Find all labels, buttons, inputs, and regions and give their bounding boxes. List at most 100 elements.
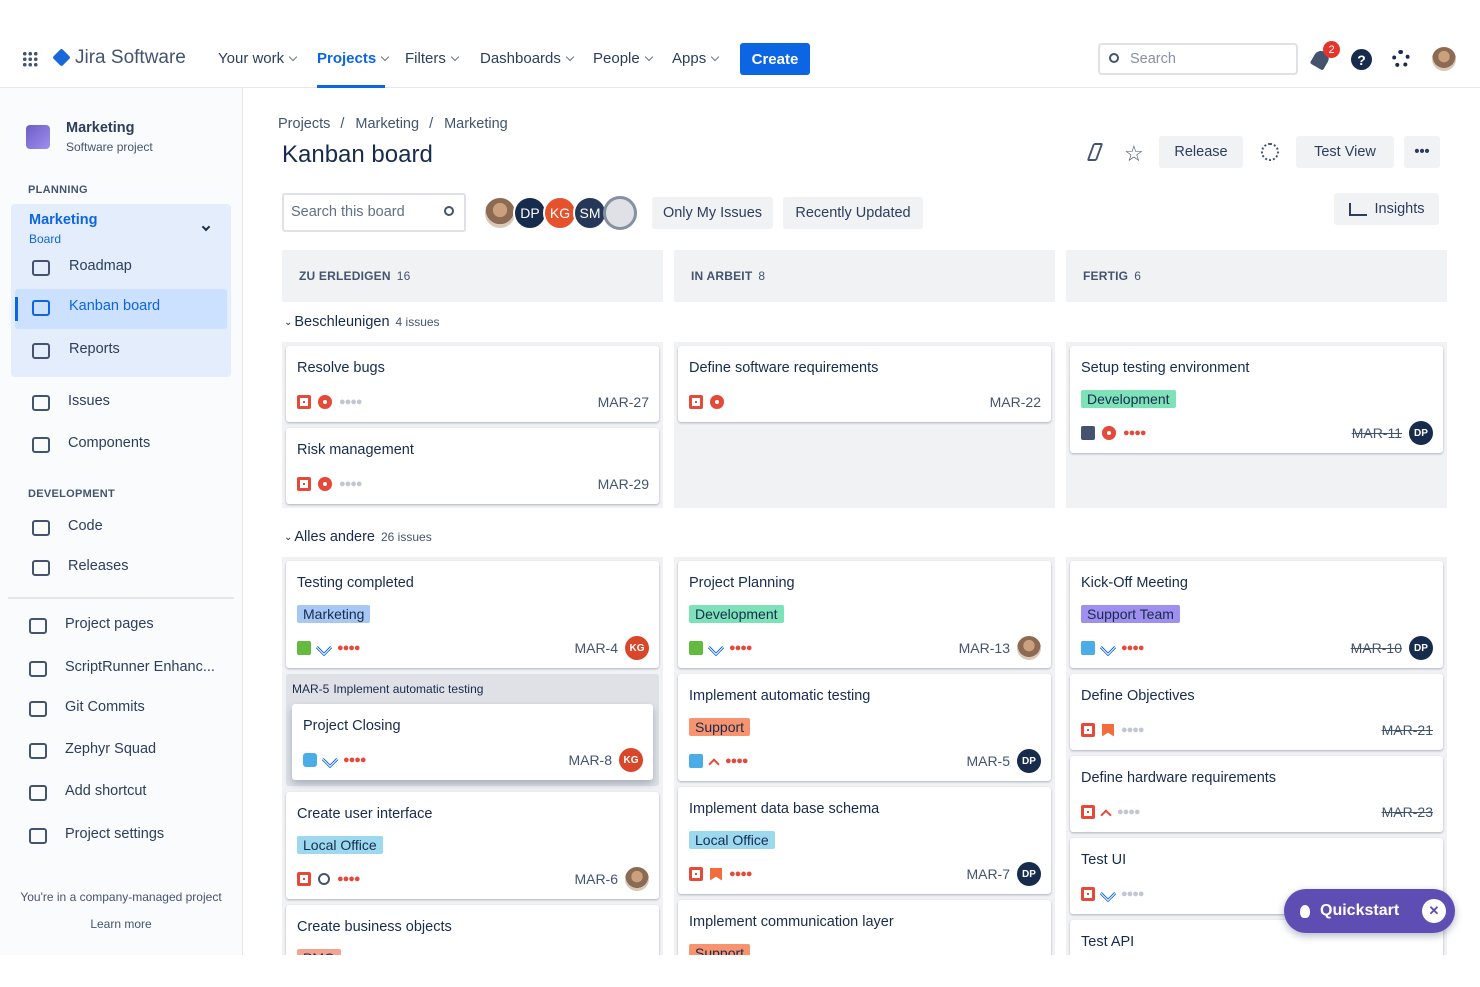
issue-label: Support Team xyxy=(1081,605,1180,623)
issue-footer: ●●●● MAR-29 xyxy=(297,472,649,496)
type-icon xyxy=(1081,887,1095,901)
sidebar-item[interactable]: Kanban board xyxy=(69,298,161,314)
issue-card[interactable]: Create business objectsPMO●●●● xyxy=(286,905,659,955)
assignee: DP xyxy=(1409,421,1433,445)
swimlane-header[interactable]: ⌄ Alles andere 26 issues xyxy=(282,517,1448,557)
sidebar-item[interactable]: Roadmap xyxy=(69,258,132,274)
sidebar-item[interactable]: Project settings xyxy=(65,826,165,842)
help[interactable]: ? xyxy=(1351,49,1372,70)
issue-card[interactable]: Create user interface Local Office ●●●● MAR… xyxy=(286,792,659,899)
column-header: ZU ERLEDIGEN 16 xyxy=(282,250,663,302)
quick-filter[interactable]: Only My Issues xyxy=(652,197,773,229)
swimlane-chevron: ⌄ xyxy=(284,316,293,328)
nav-item[interactable]: Dashboards xyxy=(480,50,575,67)
issue-card[interactable]: Setup testing environment Development ●●●●… xyxy=(1070,346,1443,453)
issue-label: Development xyxy=(689,605,784,623)
issue-card[interactable]: Testing completed Marketing ●●●● MAR-4 KG xyxy=(286,561,659,668)
swimlane: Testing completed Marketing ●●●● MAR-4 KG MAR… xyxy=(282,557,1448,955)
app-switcher[interactable] xyxy=(22,51,38,67)
star[interactable]: ☆ xyxy=(1124,141,1144,166)
column-cell: Testing completed Marketing ●●●● MAR-4 KG MAR… xyxy=(282,557,663,955)
issue-card[interactable]: Project Planning Development ●●●● MAR-13 xyxy=(678,561,1051,668)
breadcrumb[interactable]: Marketing xyxy=(444,116,508,132)
sidebar-item[interactable]: Code xyxy=(68,518,103,534)
assignee-photo xyxy=(625,867,649,891)
issue-card[interactable]: Implement data base schema Local Office ●●… xyxy=(678,787,1051,894)
share[interactable] xyxy=(1261,143,1279,161)
issue-title: Define Objectives xyxy=(1081,688,1195,704)
breadcrumb[interactable]: Marketing xyxy=(355,116,420,132)
avatar-photo[interactable] xyxy=(483,196,517,230)
swimlane-header[interactable]: ⌄ Beschleunigen 4 issues xyxy=(282,302,1448,342)
issue-card[interactable]: Risk management ●●●● MAR-29 xyxy=(286,428,659,504)
sidebar-item[interactable]: ScriptRunner Enhanc... xyxy=(65,659,215,675)
estimate-dots: ●●●● xyxy=(1117,806,1141,818)
sidebar-item[interactable]: Add shortcut xyxy=(65,783,147,799)
notification-count: 2 xyxy=(1323,41,1340,58)
view-button[interactable]: Test View xyxy=(1296,136,1394,168)
issue-title: Define software requirements xyxy=(689,360,879,376)
board: ZU ERLEDIGEN 16 IN ARBEIT 8 FERTIG 6 ⌄ Beschleu… xyxy=(282,250,1448,955)
sidebar-item[interactable]: Releases xyxy=(68,558,129,574)
sidebar-item[interactable]: Git Commits xyxy=(65,699,145,715)
settings[interactable] xyxy=(1392,50,1410,68)
issue-card[interactable]: Define Objectives ●●●● MAR-21 xyxy=(1070,674,1443,750)
avatar-filter[interactable]: DP xyxy=(513,196,547,230)
issue-key: MAR-8 xyxy=(568,752,612,768)
avatar-filter[interactable]: SM xyxy=(573,196,607,230)
issue-title: Resolve bugs xyxy=(297,360,385,376)
nav-item[interactable]: People xyxy=(593,50,653,67)
more-button[interactable]: ••• xyxy=(1404,136,1440,168)
quickstart-close[interactable]: ✕ xyxy=(1422,899,1446,923)
sidebar-item[interactable]: Reports xyxy=(69,341,120,357)
issue-card[interactable]: Resolve bugs ●●●● MAR-27 xyxy=(286,346,659,422)
sidebar-item[interactable]: Project pages xyxy=(65,616,154,632)
issue-card[interactable]: Define hardware requirements ●●●● MAR-23 xyxy=(1070,756,1443,832)
board-name[interactable]: Marketing xyxy=(29,212,98,228)
active-underline xyxy=(317,85,385,88)
type-icon xyxy=(1081,805,1095,819)
issue-card[interactable]: Kick-Off Meeting Support Team ●●●● MAR-10 DP xyxy=(1070,561,1443,668)
board-search-placeholder: Search this board xyxy=(291,204,405,220)
issue-key: MAR-7 xyxy=(966,866,1010,882)
quickstart[interactable]: Quickstart ✕ xyxy=(1284,889,1455,933)
chevron xyxy=(380,52,390,62)
issue-key: MAR-29 xyxy=(597,476,649,492)
breadcrumb[interactable]: Projects xyxy=(278,116,331,132)
issue-card[interactable]: Implement automatic testing Support ●●●● MA… xyxy=(678,674,1051,781)
learn-more[interactable]: Learn more xyxy=(90,917,152,931)
nav-item[interactable]: Apps xyxy=(672,50,720,67)
release-button[interactable]: Release xyxy=(1159,136,1243,168)
board-sub: Board xyxy=(29,232,62,246)
issue-footer: ●●●● MAR-23 xyxy=(1081,800,1433,824)
priority-icon xyxy=(1099,639,1117,657)
parent-group: MAR-5 Implement automatic testing Project … xyxy=(286,674,659,786)
nav-item[interactable]: Projects xyxy=(317,50,390,67)
priority-icon xyxy=(710,395,724,409)
issue-card[interactable]: Define software requirements MAR-22 xyxy=(678,346,1051,422)
priority-icon xyxy=(710,867,722,881)
board-search[interactable]: Search this board xyxy=(282,193,466,232)
issue-label: Support xyxy=(689,944,751,955)
priority-icon xyxy=(1100,808,1112,821)
nav-item[interactable]: Filters xyxy=(405,50,460,67)
issue-title: Create business objects xyxy=(297,919,452,935)
priority-icon xyxy=(1099,885,1117,903)
profile[interactable] xyxy=(1432,47,1456,71)
avatar-unassigned[interactable] xyxy=(603,196,637,230)
search-box[interactable]: Search xyxy=(1098,43,1298,75)
nav-item[interactable]: Your work xyxy=(218,50,298,67)
issue-key: MAR-21 xyxy=(1381,722,1433,738)
insights-button[interactable]: Insights xyxy=(1334,193,1439,225)
create-button[interactable]: Create xyxy=(740,43,810,75)
project-name: Marketing xyxy=(66,120,135,136)
issue-card[interactable]: Project Closing ●●●● MAR-8 KG xyxy=(292,704,653,780)
section-heading: DEVELOPMENT xyxy=(28,488,116,500)
sidebar-item[interactable]: Zephyr Squad xyxy=(65,741,157,757)
avatar-filter[interactable]: KG xyxy=(543,196,577,230)
automation-icon[interactable] xyxy=(1086,143,1104,161)
sidebar-item[interactable]: Issues xyxy=(68,393,110,409)
sidebar-item[interactable]: Components xyxy=(68,435,151,451)
quick-filter[interactable]: Recently Updated xyxy=(783,197,923,229)
